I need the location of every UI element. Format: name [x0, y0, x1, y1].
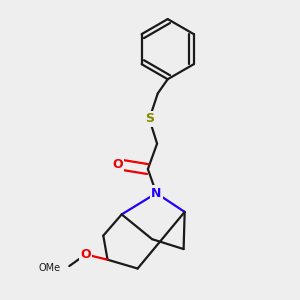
Text: N: N	[151, 187, 162, 200]
Text: O: O	[80, 248, 91, 261]
Text: OMe: OMe	[38, 263, 61, 273]
Text: S: S	[145, 112, 154, 125]
Text: O: O	[112, 158, 123, 171]
